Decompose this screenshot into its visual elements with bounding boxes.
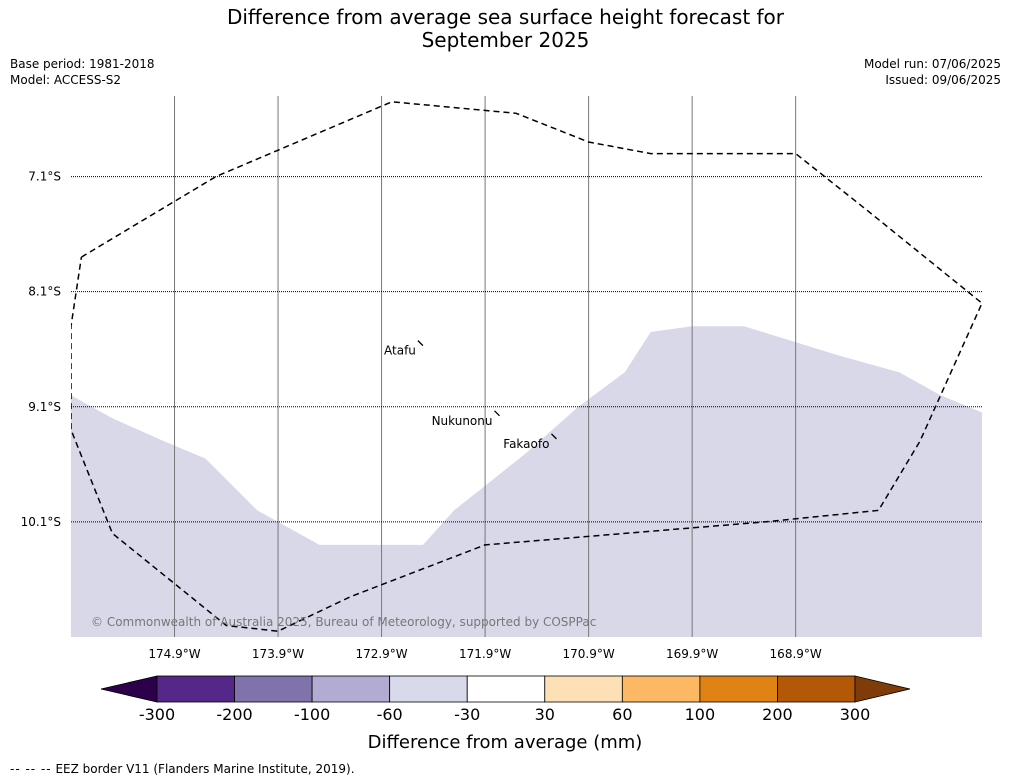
issued-date: Issued: 09/06/2025 [885, 73, 1001, 87]
colorbar-tick-label: -200 [216, 705, 252, 724]
lat-tick-label: 10.1°S [21, 515, 61, 529]
colorbar-segment [699, 675, 778, 703]
base-period: Base period: 1981-2018 [10, 57, 155, 71]
model-name: Model: ACCESS-S2 [10, 73, 122, 87]
colorbar-segment [389, 675, 468, 703]
title-line-2: September 2025 [421, 28, 590, 52]
atoll-outline [494, 410, 500, 417]
eez-legend-text: EEZ border V11 (Flanders Marine Institut… [55, 762, 355, 776]
colorbar-extend-low [100, 675, 158, 703]
chart-title: Difference from average sea surface heig… [0, 6, 1011, 52]
title-line-1: Difference from average sea surface heig… [226, 5, 785, 29]
colorbar-extend-high [854, 675, 911, 703]
colorbar-tick-label: -30 [454, 705, 480, 724]
colorbar-segment [156, 675, 235, 703]
colorbar-tick-label: 300 [840, 705, 871, 724]
meta-right: Model run: 07/06/2025 Issued: 09/06/2025 [864, 56, 1001, 88]
copyright-note: © Commonwealth of Australia 2025, Bureau… [91, 615, 596, 629]
lat-tick-label: 9.1°S [28, 400, 61, 414]
colorbar-tick-label: 200 [762, 705, 793, 724]
lat-tick-label: 7.1°S [28, 170, 61, 184]
meta-left: Base period: 1981-2018 Model: ACCESS-S2 [10, 56, 155, 88]
colorbar-tick-label: -100 [294, 705, 330, 724]
eez-legend-dashes: -- -- -- [10, 762, 52, 776]
colorbar-tick-label: -300 [139, 705, 175, 724]
lon-tick-label: 171.9°W [459, 647, 511, 661]
colorbar-tick-label: 30 [535, 705, 555, 724]
lon-tick-label: 174.9°W [148, 647, 200, 661]
anomaly-region-minus60-to-minus30 [71, 326, 982, 637]
colorbar-segment [466, 675, 546, 703]
place-label: Atafu [384, 344, 416, 358]
lon-tick-label: 169.9°W [666, 647, 718, 661]
atoll-outline [417, 340, 424, 347]
colorbar-segment [544, 675, 623, 703]
colorbar-tick-label: 100 [685, 705, 716, 724]
footer-note: -- -- -- EEZ border V11 (Flanders Marine… [10, 762, 355, 776]
atoll-outline [550, 433, 557, 440]
lon-tick-label: 170.9°W [563, 647, 615, 661]
colorbar-segment [621, 675, 701, 703]
lat-tick-label: 8.1°S [28, 285, 61, 299]
place-label: Fakaofo [503, 437, 549, 451]
colorbar-segment [311, 675, 391, 703]
colorbar-segment [234, 675, 313, 703]
colorbar: -300 -200 -100 -60 -30 30 60 100 200 300 [100, 675, 911, 724]
colorbar-tick-label: 60 [612, 705, 632, 724]
lon-tick-label: 172.9°W [355, 647, 407, 661]
colorbar-label: Difference from average (mm) [368, 732, 643, 753]
place-label: Nukunonu [432, 414, 493, 428]
colorbar-tick-label: -60 [377, 705, 403, 724]
lon-tick-label: 173.9°W [252, 647, 304, 661]
colorbar-segment [777, 675, 856, 703]
model-run: Model run: 07/06/2025 [863, 57, 1001, 71]
lon-tick-label: 168.9°W [770, 647, 822, 661]
